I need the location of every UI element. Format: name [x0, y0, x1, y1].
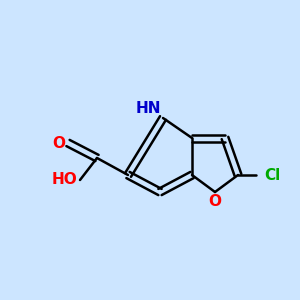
Text: HO: HO: [51, 172, 77, 188]
Text: HN: HN: [136, 101, 161, 116]
Text: O: O: [208, 194, 221, 209]
Text: Cl: Cl: [264, 167, 280, 182]
Text: O: O: [52, 136, 65, 151]
